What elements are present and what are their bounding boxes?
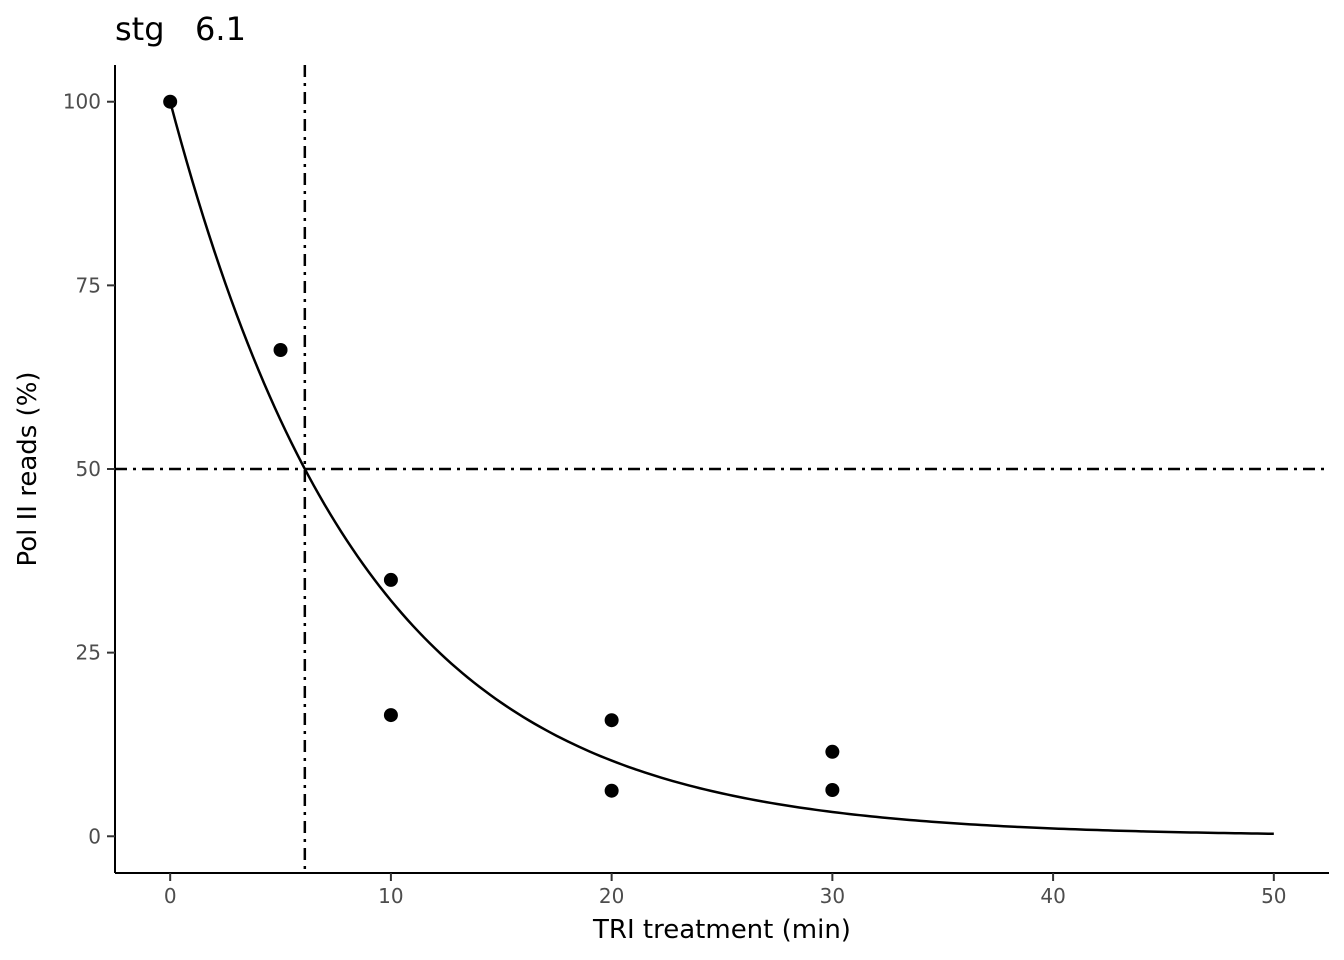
y-tick-label: 75 <box>76 273 101 297</box>
data-point <box>825 782 840 797</box>
data-point <box>825 744 840 759</box>
data-point <box>604 783 619 798</box>
chart-title: stg 6.1 <box>115 10 246 48</box>
data-point <box>383 572 398 587</box>
x-tick-label: 0 <box>164 884 177 908</box>
y-tick-label: 25 <box>76 641 101 665</box>
plot-area <box>115 65 1329 873</box>
x-axis-title: TRI treatment (min) <box>592 915 851 945</box>
x-tick-label: 10 <box>378 884 403 908</box>
y-axis-title: Pol II reads (%) <box>13 371 43 566</box>
axes: 0 10 20 30 40 50 0 25 50 75 100 <box>63 65 1329 908</box>
x-tick-label: 50 <box>1261 884 1286 908</box>
x-tick-label: 40 <box>1040 884 1065 908</box>
y-tick-label: 0 <box>88 824 101 848</box>
data-point <box>163 94 178 109</box>
data-point <box>604 713 619 728</box>
x-tick-label: 30 <box>820 884 845 908</box>
y-tick-label: 50 <box>76 457 101 481</box>
data-point <box>273 343 288 358</box>
fit-curve <box>168 101 1274 836</box>
x-tick-label: 20 <box>599 884 624 908</box>
data-point <box>383 708 398 723</box>
y-tick-label: 100 <box>63 90 101 114</box>
